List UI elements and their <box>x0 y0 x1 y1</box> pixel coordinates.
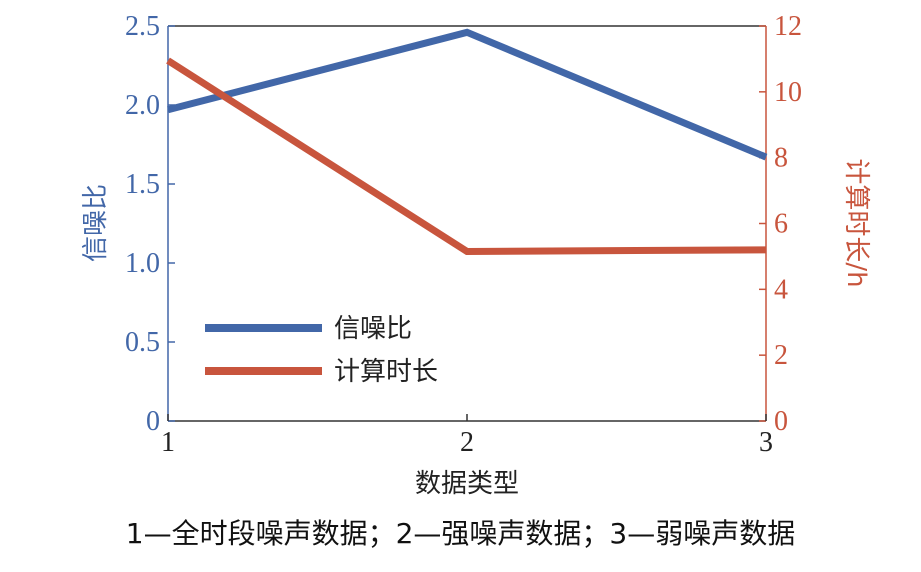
left-y-axis-label: 信噪比 <box>81 184 111 262</box>
x-ticks: 1 2 3 <box>161 414 773 458</box>
legend-label-time: 计算时长 <box>334 357 438 387</box>
right-tick-label: 10 <box>774 77 802 108</box>
x-tick-label: 3 <box>759 427 773 458</box>
left-y-ticks: 0 0.5 1.0 1.5 2.0 2.5 <box>125 11 175 437</box>
left-tick-label: 2.5 <box>125 11 160 42</box>
figure-caption: 1—全时段噪声数据；2—强噪声数据；3—弱噪声数据 <box>125 517 796 550</box>
left-tick-label: 1.5 <box>125 169 160 200</box>
series-layer <box>166 28 768 255</box>
legend: 信噪比 计算时长 <box>205 314 438 387</box>
left-tick-label: 0.5 <box>125 327 160 358</box>
left-tick-label: 0 <box>146 406 160 437</box>
series-line-snr <box>167 28 768 161</box>
right-tick-label: 4 <box>774 274 788 305</box>
x-tick-label: 1 <box>161 427 175 458</box>
right-tick-label: 2 <box>774 340 788 371</box>
legend-label-snr: 信噪比 <box>334 314 412 344</box>
right-tick-label: 0 <box>774 406 788 437</box>
series-line-compute-time <box>166 57 767 255</box>
right-y-ticks: 0 2 4 6 8 10 12 <box>759 11 802 437</box>
right-tick-label: 12 <box>774 11 802 42</box>
right-tick-label: 6 <box>774 209 788 240</box>
x-axis-label: 数据类型 <box>415 469 519 499</box>
right-tick-label: 8 <box>774 143 788 174</box>
left-tick-label: 2.0 <box>125 90 160 121</box>
left-tick-label: 1.0 <box>125 248 160 279</box>
x-tick-label: 2 <box>460 427 474 458</box>
right-y-axis-label: 计算时长/h <box>841 158 871 287</box>
